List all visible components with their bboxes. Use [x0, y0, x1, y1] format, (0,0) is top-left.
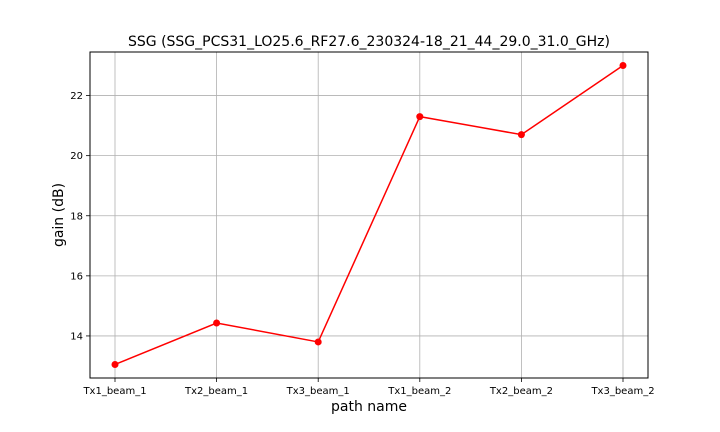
- data-point: [314, 338, 322, 346]
- y-tick-label: 22: [70, 91, 83, 102]
- y-tick-label: 16: [70, 271, 83, 282]
- x-axis-label: path name: [331, 399, 407, 415]
- grid: [90, 52, 648, 378]
- x-tick-label: Tx2_beam_1: [184, 386, 248, 397]
- plot-frame: [89, 51, 649, 379]
- data-point: [416, 113, 424, 121]
- series-line: [111, 62, 627, 368]
- chart-title: SSG (SSG_PCS31_LO25.6_RF27.6_230324-18_2…: [128, 34, 610, 50]
- x-tick-label: Tx2_beam_2: [489, 386, 553, 397]
- y-tick-label: 18: [70, 211, 83, 222]
- data-point: [111, 360, 119, 368]
- x-tick-label: Tx1_beam_2: [387, 386, 451, 397]
- y-tick-label: 14: [70, 331, 83, 342]
- y-tick-label: 20: [70, 151, 83, 162]
- data-point: [517, 131, 525, 139]
- data-point: [619, 62, 627, 70]
- data-point: [213, 319, 221, 327]
- y-axis-label: gain (dB): [51, 183, 67, 247]
- x-tick-label: Tx3_beam_1: [286, 386, 350, 397]
- series-polyline: [114, 64, 624, 366]
- axes-ticks: Tx1_beam_1 Tx2_beam_1 Tx3_beam_1 Tx1_beam_2…: [70, 91, 654, 397]
- x-tick-label: Tx1_beam_1: [82, 386, 146, 397]
- x-tick-label: Tx3_beam_2: [590, 386, 654, 397]
